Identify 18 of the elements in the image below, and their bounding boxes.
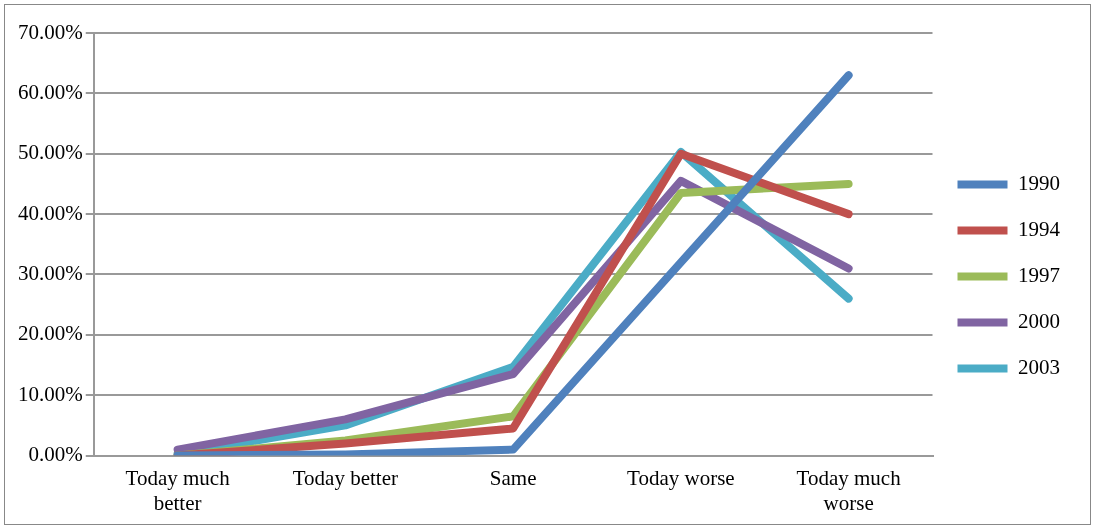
x-tick-label: Same xyxy=(489,465,537,490)
legend-label: 1997 xyxy=(1018,263,1060,288)
x-tick-label: Today worse xyxy=(627,465,735,490)
y-tick-label: 60.00% xyxy=(17,79,83,104)
legend-label: 1994 xyxy=(1018,217,1061,242)
x-tick-label: Today better xyxy=(292,465,398,490)
legend-label: 2000 xyxy=(1018,309,1060,334)
x-tick-label: Today much worse xyxy=(796,465,902,515)
y-tick-label: 40.00% xyxy=(17,200,83,225)
y-tick-label: 10.00% xyxy=(17,381,83,406)
legend-label: 1990 xyxy=(1018,171,1060,196)
legend-label: 2003 xyxy=(1018,355,1060,380)
y-tick-label: 30.00% xyxy=(17,261,83,285)
x-tick-label: Today much better xyxy=(125,465,231,515)
y-tick-label: 20.00% xyxy=(17,321,83,346)
y-tick-label: 50.00% xyxy=(17,140,83,165)
y-tick-label: 70.00% xyxy=(17,19,83,44)
y-tick-label: 0.00% xyxy=(28,442,83,467)
